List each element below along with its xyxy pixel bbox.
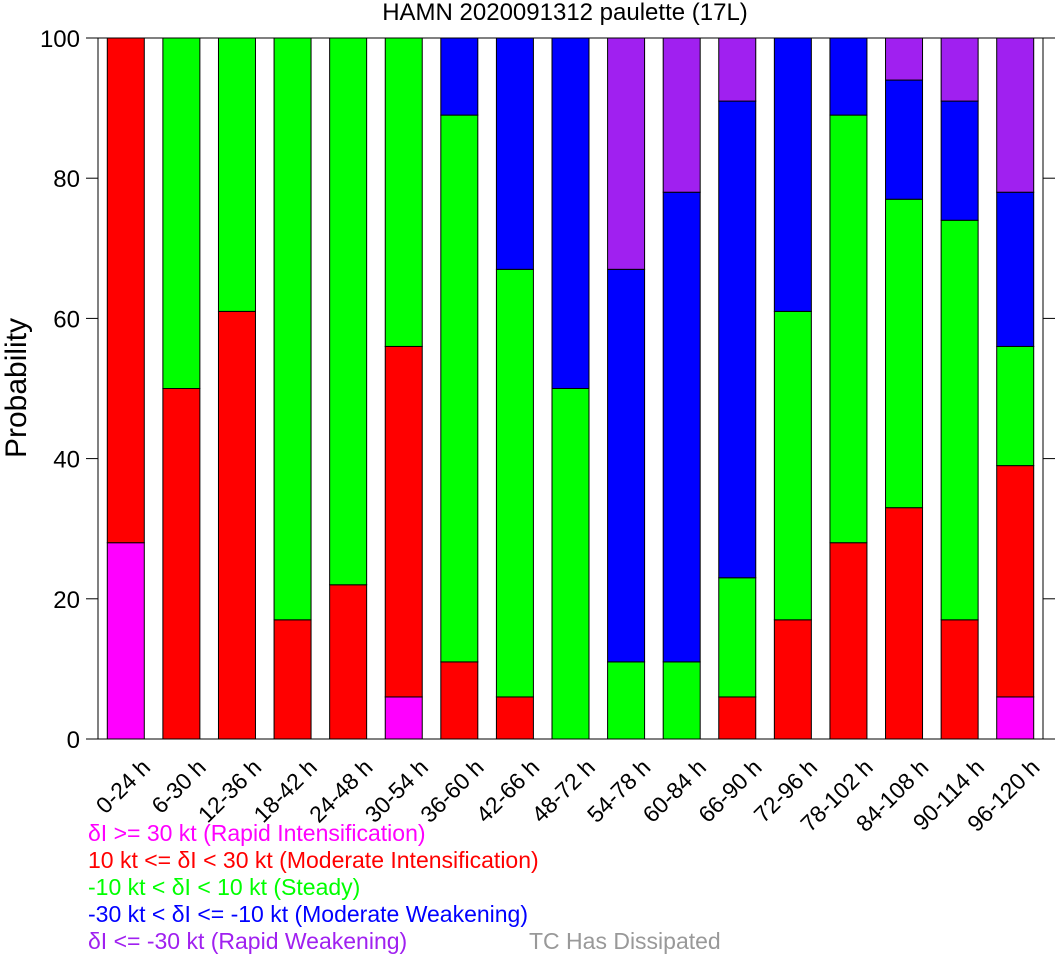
bar-segment-3-15: [940, 100, 979, 221]
bar-segment-3-11: [718, 100, 757, 579]
bar-segment-3-12: [773, 37, 812, 312]
bar-segment-2-2: [217, 37, 256, 312]
bar-segment-2-1: [162, 37, 201, 389]
legend-entry-moderate-weakening: -30 kt < δI <= -10 kt (Moderate Weakenin…: [88, 901, 529, 927]
bar-segment-3-13: [829, 37, 868, 116]
y-tick-label: 20: [53, 587, 80, 614]
bars-group: [106, 37, 1035, 740]
bar-segment-4-11: [718, 37, 757, 102]
bar-segment-1-2: [217, 310, 256, 740]
bar-segment-3-9: [607, 268, 646, 663]
x-tick-label: 0-24 h: [91, 754, 156, 819]
y-axis-label: Probability: [0, 318, 33, 458]
legend-entry-steady: -10 kt < δI < 10 kt (Steady): [88, 874, 361, 900]
bar-segment-2-11: [718, 577, 757, 698]
bar-segment-3-10: [662, 191, 701, 663]
y-tick-label: 0: [67, 727, 80, 754]
legend-entry-rapid-intensification: δI >= 30 kt (Rapid Intensification): [88, 820, 426, 846]
bar-segment-2-16: [996, 345, 1035, 467]
bar-segment-1-13: [829, 542, 868, 740]
bar-segment-2-14: [885, 198, 924, 509]
bar-segment-2-5: [384, 37, 423, 347]
legend-entry-moderate-intensification: 10 kt <= δI < 30 kt (Moderate Intensific…: [88, 847, 539, 873]
bar-segment-3-8: [551, 37, 590, 389]
y-tick-label: 80: [53, 166, 80, 193]
bar-segment-0-16: [996, 696, 1035, 740]
y-tick-label: 100: [40, 26, 80, 53]
bar-segment-2-9: [607, 661, 646, 740]
bar-segment-2-13: [829, 114, 868, 544]
bar-segment-2-4: [329, 37, 368, 586]
bar-segment-4-16: [996, 37, 1035, 193]
bar-segment-0-5: [384, 696, 423, 740]
legend: δI >= 30 kt (Rapid Intensification) 10 k…: [88, 820, 539, 955]
y-tick-label: 40: [53, 447, 80, 474]
chart-title: HAMN 2020091312 paulette (17L): [382, 0, 748, 26]
bar-segment-2-3: [273, 37, 312, 621]
bar-segment-1-4: [329, 584, 368, 740]
bar-segment-3-7: [495, 37, 534, 270]
bar-segment-4-14: [885, 37, 924, 81]
bar-segment-1-16: [996, 465, 1035, 698]
legend-entry-rapid-weakening: δI <= -30 kt (Rapid Weakening): [88, 928, 408, 954]
bar-segment-1-12: [773, 619, 812, 740]
bar-segment-1-1: [162, 388, 201, 740]
plot-frame: [97, 37, 1044, 740]
bar-segment-2-12: [773, 310, 812, 621]
bar-segment-3-16: [996, 191, 1035, 347]
bar-segment-2-6: [440, 114, 479, 663]
y-tick-label: 60: [53, 306, 80, 333]
bar-segment-1-6: [440, 661, 479, 740]
bar-segment-0-0: [106, 542, 145, 740]
bar-segment-4-10: [662, 37, 701, 193]
bar-segment-3-14: [885, 79, 924, 200]
bar-segment-1-11: [718, 696, 757, 740]
bar-segment-4-15: [940, 37, 979, 102]
bar-segment-1-7: [495, 696, 534, 740]
bar-segment-2-7: [495, 268, 534, 698]
bar-segment-1-5: [384, 345, 423, 698]
bar-segment-3-6: [440, 37, 479, 116]
bar-segment-2-10: [662, 661, 701, 740]
bar-segment-1-0: [106, 37, 145, 544]
bar-segment-2-8: [551, 388, 590, 740]
bar-segment-2-15: [940, 219, 979, 621]
legend-entry-dissipated: TC Has Dissipated: [529, 928, 721, 954]
bar-segment-4-9: [607, 37, 646, 270]
bar-segment-1-14: [885, 507, 924, 740]
bar-segment-1-3: [273, 619, 312, 740]
bar-segment-1-15: [940, 619, 979, 740]
